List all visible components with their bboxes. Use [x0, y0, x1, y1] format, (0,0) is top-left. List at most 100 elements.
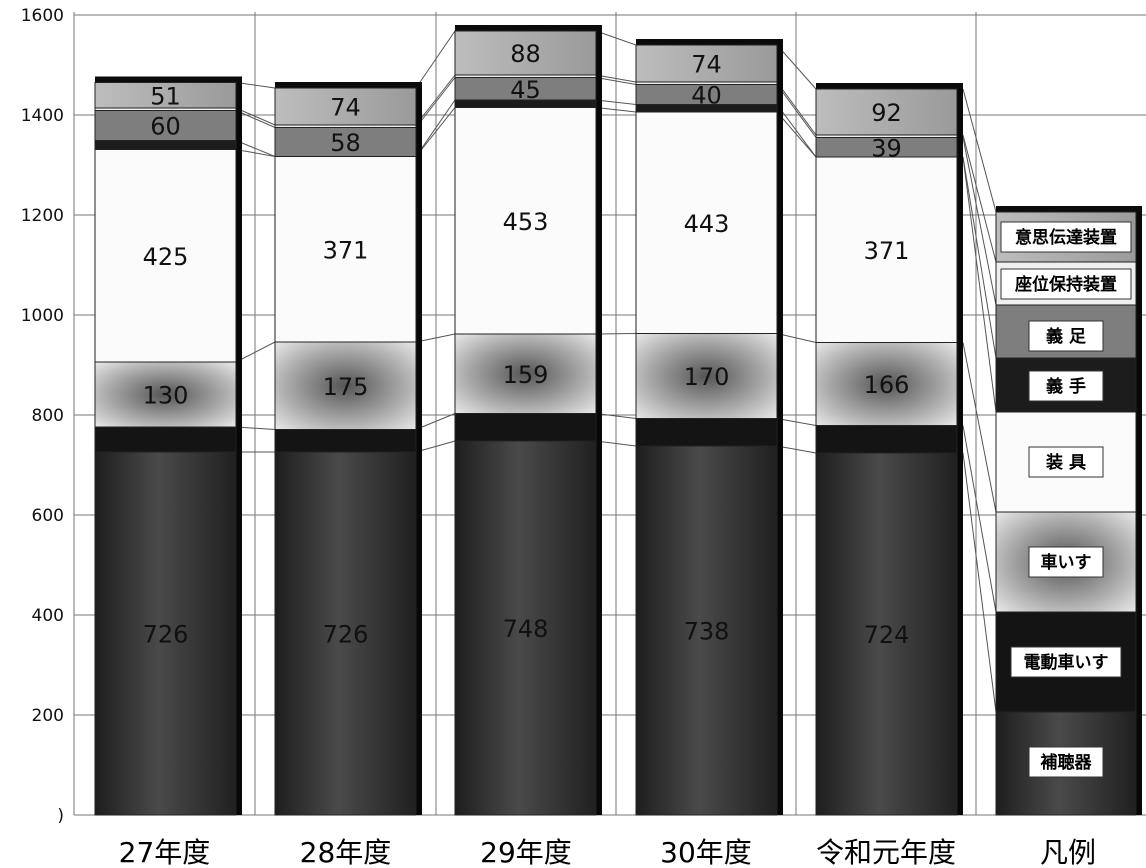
y-tick-label: 1600	[21, 6, 64, 26]
legend-depth-top	[996, 206, 1142, 212]
legend-entry: 装 具	[1045, 452, 1086, 473]
bar-depth-side	[596, 25, 602, 815]
data-label: 726	[323, 621, 369, 649]
series-connector	[415, 74, 456, 126]
bar-depth-top	[816, 83, 963, 89]
bar-segment-0-3	[94, 149, 237, 363]
legend-entry: 電動車いす	[1024, 652, 1109, 673]
data-label: 175	[323, 373, 369, 401]
series-connector	[595, 413, 637, 419]
series-connector	[235, 107, 276, 126]
series-connector	[415, 77, 456, 128]
series-connector	[776, 84, 817, 138]
legend-connector	[962, 156, 997, 413]
series-connector	[415, 333, 456, 343]
y-tick-label: )	[57, 806, 64, 826]
series-connector	[776, 333, 817, 343]
series-connector	[595, 440, 637, 447]
bar-depth-top	[636, 39, 783, 45]
bar-segment-0-5	[94, 110, 237, 141]
legend-entry: 義 手	[1046, 376, 1086, 397]
series-connector	[595, 333, 637, 335]
series-connector	[415, 107, 456, 157]
legend-title: 凡例	[1040, 836, 1096, 868]
legend-entry: 補聴器	[1040, 752, 1093, 773]
legend-entry: 義 足	[1046, 326, 1086, 347]
series-connector	[235, 110, 276, 128]
data-label: 92	[871, 99, 902, 127]
data-label: 166	[864, 371, 910, 399]
data-label: 371	[864, 237, 910, 265]
series-connector	[595, 107, 637, 113]
data-label: 724	[864, 621, 910, 649]
legend-connector	[962, 156, 997, 359]
series-connector	[415, 413, 456, 430]
x-tick-label: 27年度	[119, 836, 211, 868]
bar-stack-0: 726 130 425 60 51	[94, 76, 242, 816]
legend-label-box	[1028, 320, 1104, 352]
series-connector	[235, 341, 276, 363]
legend-connector	[962, 425, 997, 613]
bar-layer: 7261304256051726175371587474815945345887…	[94, 25, 963, 816]
bar-segment-4-2	[815, 342, 958, 426]
bar-segment-1-7	[274, 87, 417, 126]
legend-entry: 意思伝達装置	[1015, 227, 1117, 248]
bar-segment-4-0	[815, 452, 958, 816]
series-connector	[776, 111, 817, 158]
bar-segment-0-7	[94, 82, 237, 109]
data-label: 74	[691, 51, 722, 79]
axis-layer: ) 200 400 600 800 1000 1200 1400 1600 27年度 28年度 29年…	[21, 6, 1096, 868]
legend-connector	[962, 342, 997, 513]
bar-segment-4-1	[815, 425, 958, 454]
y-tick-label: 200	[32, 706, 64, 726]
y-tick-label: 400	[32, 606, 64, 626]
data-label: 88	[510, 40, 541, 68]
legend-label-box	[1028, 746, 1104, 778]
data-label: 748	[503, 615, 549, 643]
series-connector	[415, 99, 456, 157]
series-connector	[235, 426, 276, 430]
bar-segment-2-7	[454, 30, 597, 76]
data-label: 51	[150, 82, 181, 110]
data-label: 40	[691, 82, 722, 110]
x-tick-label: 29年度	[480, 836, 572, 868]
x-tick-label: 令和元年度	[816, 836, 956, 868]
data-label: 726	[143, 621, 189, 649]
bar-segment-1-3	[274, 156, 417, 343]
data-label: 60	[150, 113, 181, 141]
x-tick-label: 28年度	[300, 836, 392, 868]
bar-segment-4-7	[815, 88, 958, 136]
bar-stack-4: 724 166 371 39 92	[815, 83, 963, 816]
legend-label-box	[1028, 370, 1104, 402]
legend-entry: 車いす	[1041, 552, 1092, 573]
legend-depth-side	[1136, 206, 1142, 815]
data-label: 425	[143, 243, 189, 271]
bar-stack-3: 738 170 443 40 74	[635, 39, 783, 816]
y-tick-label: 1000	[21, 306, 64, 326]
bar-depth-side	[777, 39, 783, 815]
legend-connector	[962, 134, 997, 263]
legend-entry: 座位保持装置	[1015, 274, 1117, 295]
bar-segment-1-1	[274, 429, 417, 453]
data-label: 39	[871, 134, 902, 162]
bar-segment-1-0	[274, 451, 417, 816]
bar-segment-2-1	[454, 413, 597, 442]
series-connector	[235, 140, 276, 157]
data-label: 371	[323, 236, 369, 264]
y-tick-label: 1400	[21, 106, 64, 126]
series-connector	[235, 149, 276, 157]
connector-layer	[235, 30, 997, 713]
series-connector	[595, 30, 637, 46]
data-label: 74	[330, 94, 361, 122]
bar-segment-3-0	[635, 445, 778, 816]
x-tick-label: 30年度	[660, 836, 752, 868]
y-tick-label: 1200	[21, 206, 64, 226]
bar-segment-3-1	[635, 418, 778, 447]
series-connector	[776, 445, 817, 454]
bar-segment-0-1	[94, 426, 237, 453]
legend-label-box	[1028, 446, 1104, 478]
data-label: 45	[510, 76, 541, 104]
series-connector	[235, 82, 276, 89]
